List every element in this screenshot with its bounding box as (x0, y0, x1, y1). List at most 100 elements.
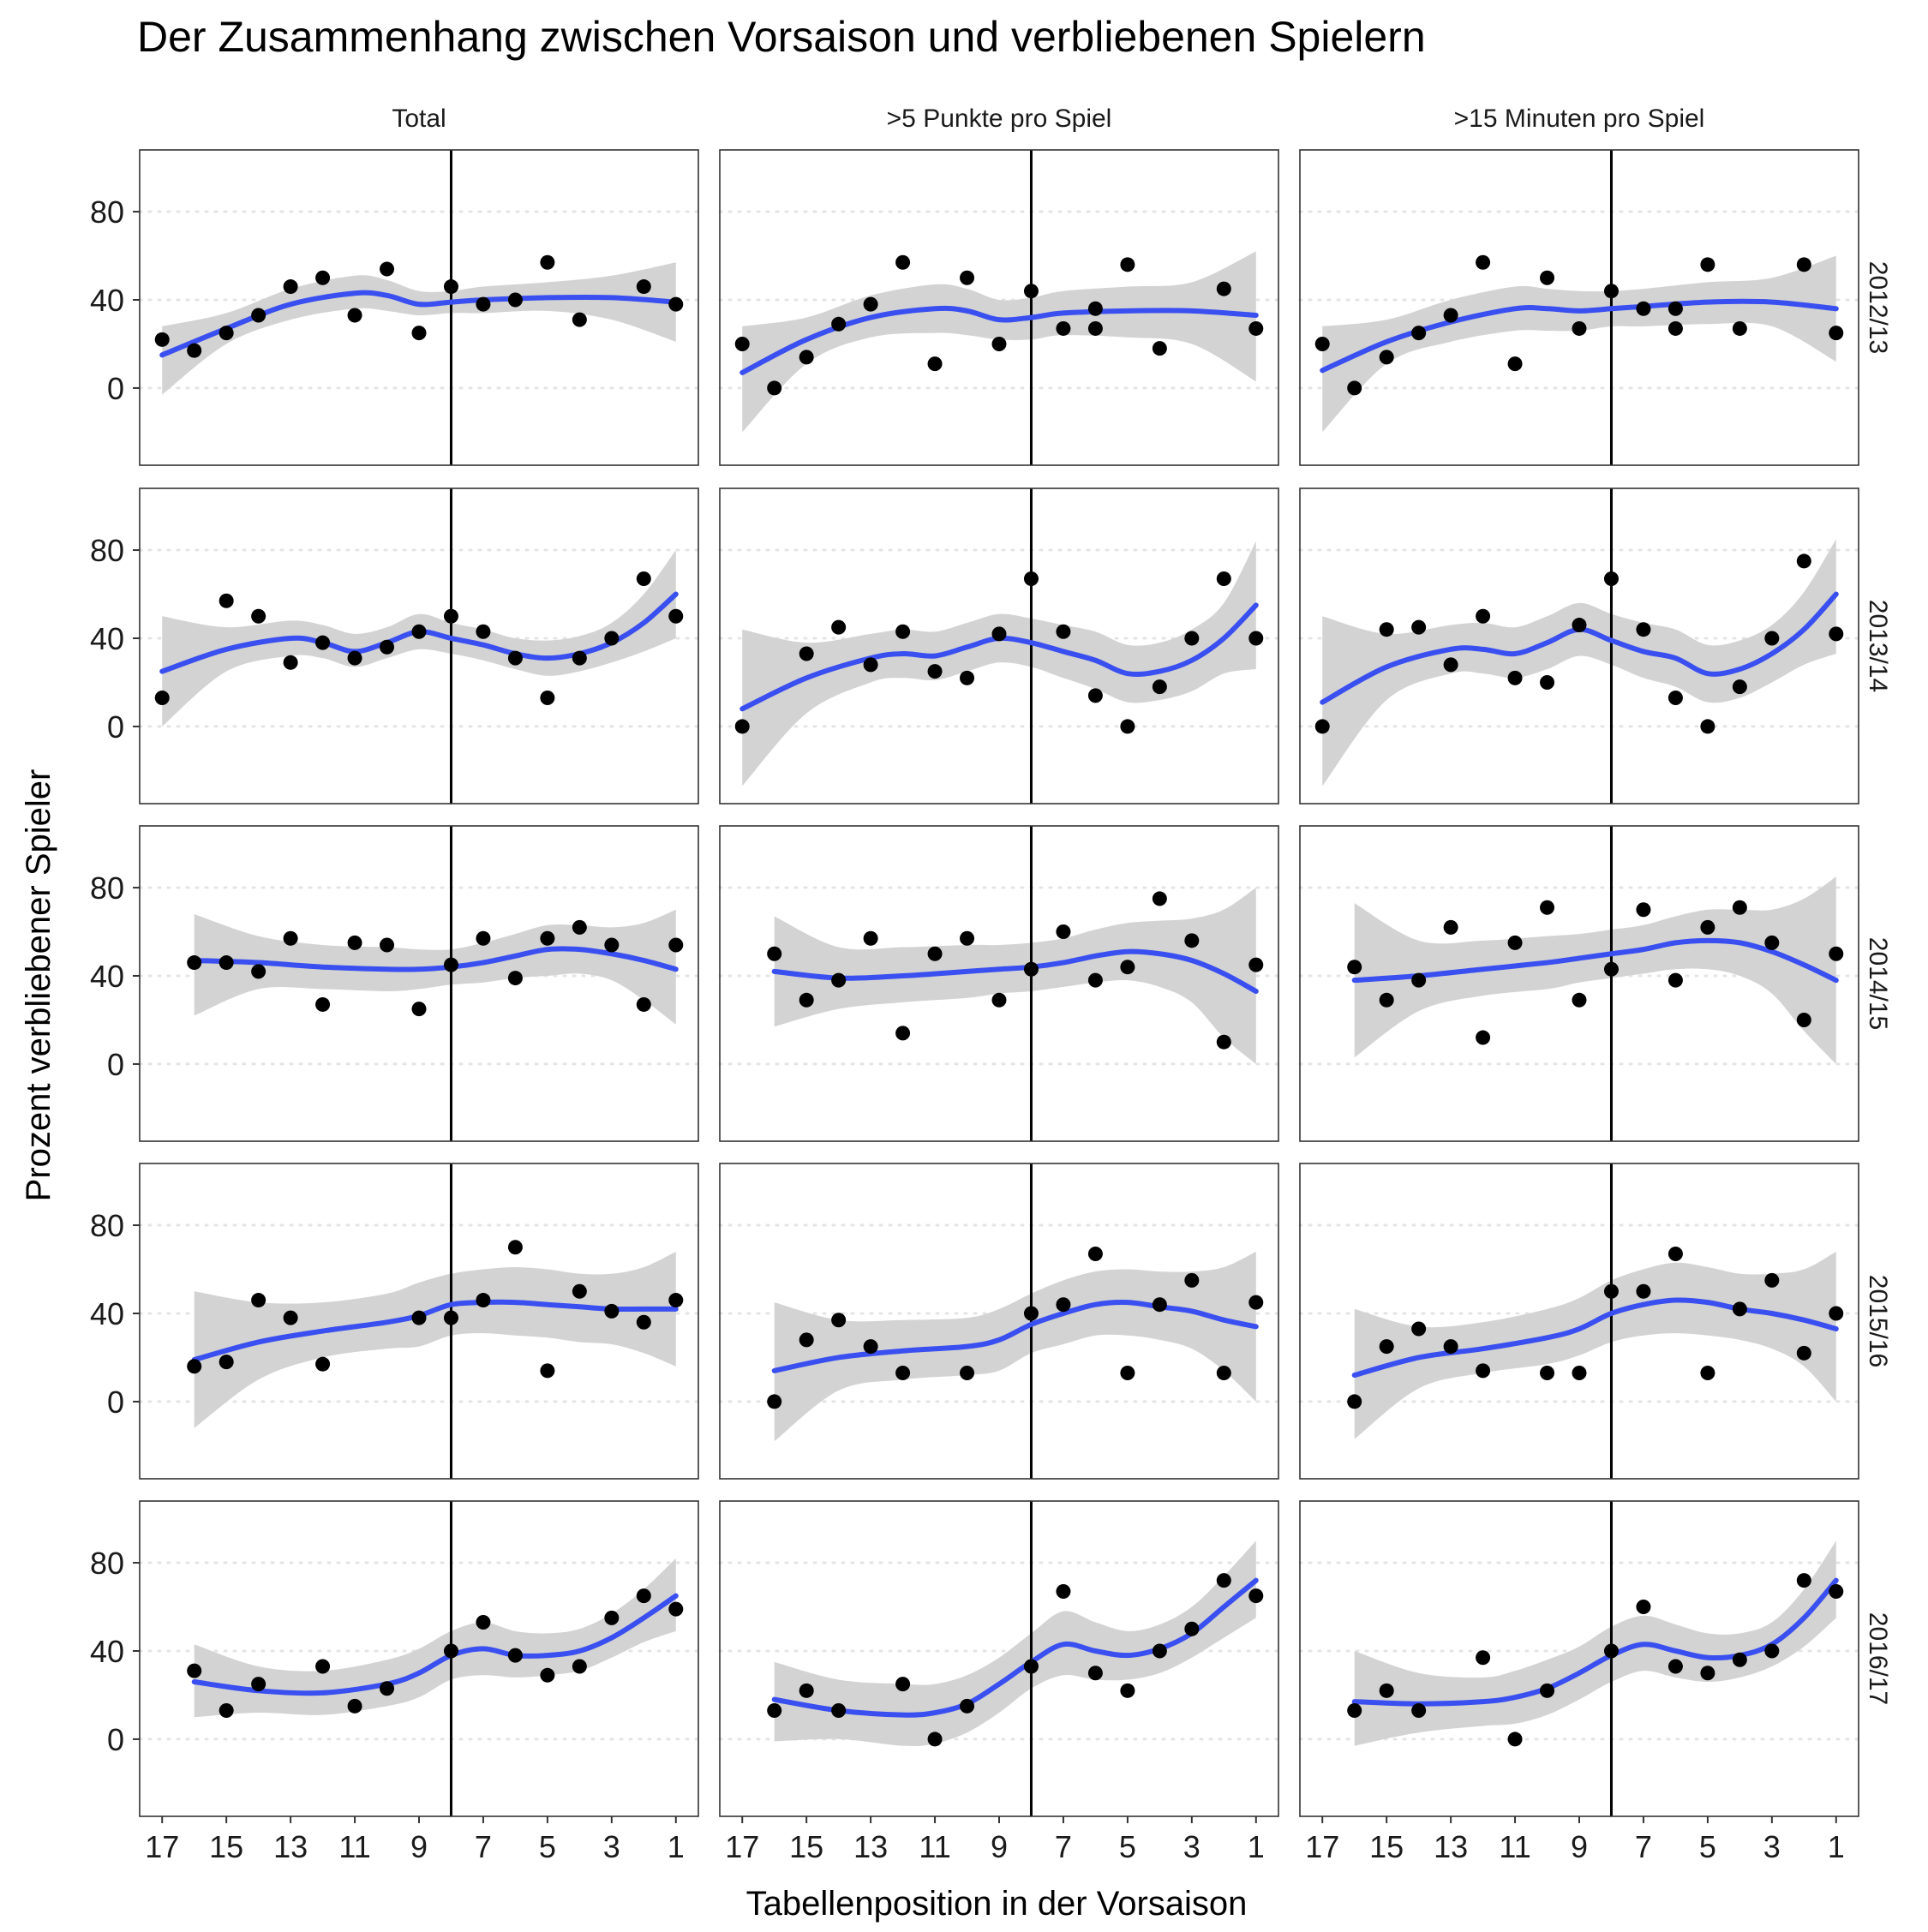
data-point (668, 1293, 684, 1308)
x-tick-label: 9 (1571, 1829, 1588, 1864)
data-point (767, 380, 782, 396)
data-point (443, 608, 458, 624)
data-point (1829, 626, 1844, 642)
data-point (1764, 1272, 1780, 1288)
data-point (476, 930, 491, 946)
confidence-band (194, 1558, 676, 1718)
data-point (604, 1303, 620, 1319)
data-point (1152, 891, 1167, 906)
smooth-line (159, 591, 679, 674)
data-point (1603, 961, 1619, 977)
panel-content (767, 826, 1264, 1141)
data-point (927, 664, 943, 679)
smooth-line (1320, 591, 1839, 705)
data-point (315, 635, 331, 650)
data-point (1314, 336, 1330, 351)
x-tick-label: 1 (1828, 1829, 1845, 1864)
data-point (1152, 341, 1167, 356)
data-point (863, 930, 878, 946)
data-point (1023, 961, 1039, 977)
data-point (443, 1310, 458, 1325)
data-point (476, 1615, 491, 1630)
x-tick-label: 13 (273, 1829, 308, 1864)
data-point (831, 1702, 847, 1718)
x-tick-label: 13 (1434, 1829, 1468, 1864)
data-point (1796, 1012, 1811, 1027)
data-point (960, 670, 975, 685)
data-point (1443, 308, 1458, 323)
data-point (895, 624, 911, 639)
facet-panel: 0 40 80 (90, 149, 700, 466)
data-point (895, 1365, 911, 1380)
data-point (1732, 679, 1747, 695)
data-point (1603, 1283, 1619, 1299)
data-point (1603, 571, 1619, 587)
data-point (1603, 1643, 1619, 1659)
data-point (315, 1659, 331, 1674)
data-point (636, 1588, 651, 1604)
data-point (1572, 618, 1587, 633)
data-point (1216, 571, 1231, 587)
y-tick-label: 0 (107, 371, 124, 406)
data-point (1379, 992, 1394, 1008)
panel-content (734, 150, 1264, 465)
data-point (1540, 1365, 1555, 1380)
data-point (1636, 1283, 1651, 1299)
data-point (831, 1313, 847, 1328)
data-point (1087, 972, 1103, 988)
data-point (1184, 1272, 1200, 1288)
data-point (1540, 270, 1555, 285)
data-point (1668, 1659, 1683, 1674)
data-point (1087, 320, 1103, 336)
data-point (1120, 719, 1135, 734)
data-point (1120, 960, 1135, 975)
facet-panel (1298, 825, 1860, 1142)
data-point (863, 296, 878, 312)
data-point (604, 937, 620, 953)
data-point (572, 919, 587, 935)
data-point (1668, 1247, 1683, 1262)
data-point (219, 593, 234, 608)
data-point (1056, 624, 1071, 639)
x-tick-label: 1 (1248, 1829, 1265, 1864)
data-point (1379, 1339, 1394, 1355)
confidence-band (774, 888, 1256, 1064)
data-point (799, 646, 814, 661)
x-tick-label: 3 (603, 1829, 620, 1864)
data-point (1411, 972, 1427, 988)
data-point (283, 655, 298, 670)
facet-panel (718, 487, 1280, 805)
facet-row-label: 2013/14 (1864, 600, 1892, 692)
data-point (572, 1283, 587, 1299)
facet-column-label: >5 Punkte pro Spiel (887, 105, 1112, 133)
data-point (799, 1332, 814, 1348)
panel-content (154, 150, 684, 465)
x-tick-label: 15 (209, 1829, 243, 1864)
data-point (734, 336, 750, 351)
data-point (1507, 670, 1523, 685)
panel-content (1314, 150, 1844, 465)
data-point (572, 1659, 587, 1674)
data-point (1248, 631, 1264, 646)
data-point (1056, 1584, 1071, 1600)
data-point (991, 626, 1007, 642)
panel-border (1299, 149, 1859, 466)
data-point (540, 1363, 555, 1379)
data-point (507, 971, 523, 986)
data-point (1572, 992, 1587, 1008)
data-point (411, 326, 427, 341)
data-point (895, 1026, 911, 1041)
data-point (1152, 1643, 1167, 1659)
y-tick-label: 80 (90, 1208, 124, 1243)
x-tick-label: 1 (668, 1829, 685, 1864)
data-point (863, 1339, 878, 1355)
facet-panel (1298, 149, 1860, 466)
data-point (668, 1601, 684, 1617)
data-point (1668, 972, 1683, 988)
y-tick-label: 40 (90, 1634, 124, 1669)
data-point (895, 1677, 911, 1692)
data-point (187, 343, 202, 358)
data-point (251, 1677, 266, 1692)
data-point (960, 270, 975, 285)
data-point (799, 350, 814, 365)
